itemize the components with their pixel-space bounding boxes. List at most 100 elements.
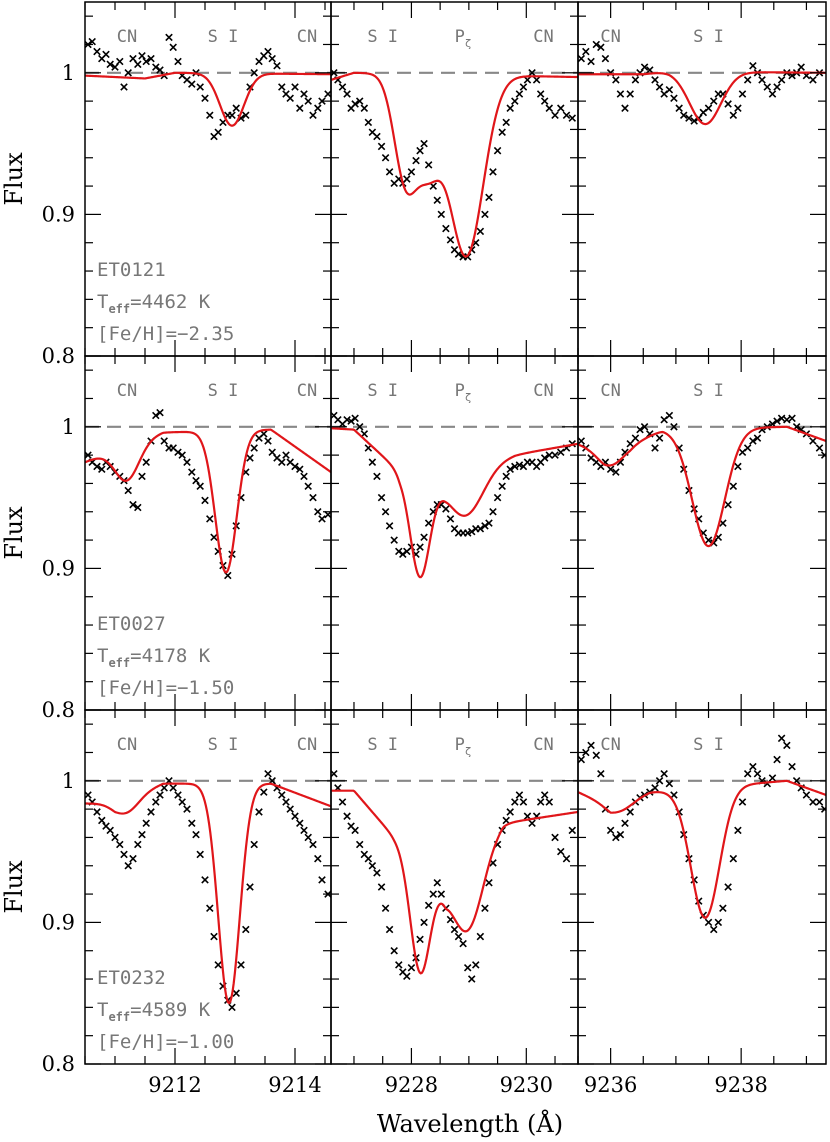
data-point	[783, 415, 791, 424]
y-axis-label: Flux	[0, 860, 28, 914]
data-point	[196, 850, 204, 859]
line-id-label: CN	[117, 735, 137, 755]
data-point	[704, 104, 713, 112]
data-point	[545, 104, 554, 112]
data-point	[485, 519, 493, 527]
data-point	[260, 430, 268, 438]
data-point	[446, 236, 455, 244]
data-point	[665, 779, 674, 788]
data-point	[753, 769, 762, 778]
data-point	[93, 462, 101, 471]
data-point	[201, 496, 209, 505]
data-point	[324, 510, 331, 519]
data-point	[232, 104, 240, 112]
data-point	[156, 66, 164, 74]
data-point	[250, 69, 258, 77]
data-point	[768, 90, 777, 98]
x-tick-label: 9214	[268, 1073, 321, 1097]
data-point	[219, 118, 227, 127]
data-point	[416, 146, 424, 155]
y-axis-label: Flux	[0, 506, 28, 560]
data-point	[300, 472, 308, 481]
data-point	[597, 769, 605, 778]
data-point	[626, 440, 634, 448]
data-point	[476, 227, 485, 236]
data-point	[606, 465, 615, 474]
data-point	[519, 83, 528, 91]
star-teff: Teff=4462 K	[97, 291, 211, 316]
panel-et0121-1: CN S I CN ET0121 Teff=4462 K [Fe/H]=−2.35	[84, 1, 332, 357]
observed-points	[578, 734, 826, 934]
line-id-label: S I	[693, 27, 724, 47]
observed-points	[331, 769, 577, 983]
data-point	[433, 878, 442, 887]
data-point	[390, 536, 398, 544]
data-point	[278, 458, 286, 466]
data-point	[381, 153, 390, 162]
data-point	[587, 57, 595, 66]
data-point	[390, 946, 398, 955]
data-point	[250, 840, 258, 849]
data-point	[768, 774, 777, 782]
line-id-label: CN	[600, 381, 620, 401]
line-id-label: CN	[533, 27, 553, 47]
data-point	[729, 111, 738, 120]
data-point	[403, 972, 411, 980]
data-point	[809, 798, 817, 806]
line-id-label: CN	[297, 735, 317, 755]
data-point	[655, 83, 664, 91]
line-id-label: Pζ	[455, 381, 472, 404]
data-point	[250, 444, 258, 452]
data-point	[578, 54, 586, 63]
data-point	[809, 437, 817, 445]
data-point	[268, 54, 276, 63]
line-id-label: S I	[693, 381, 724, 401]
data-point	[364, 118, 373, 127]
data-point	[210, 932, 218, 941]
data-point	[551, 451, 559, 459]
data-point	[264, 47, 272, 56]
data-point	[93, 47, 101, 56]
data-point	[498, 482, 506, 491]
data-point	[264, 437, 272, 445]
data-point	[551, 833, 559, 842]
data-point	[142, 458, 150, 466]
line-id-label: CN	[600, 27, 620, 47]
data-point	[665, 411, 674, 420]
data-point	[582, 47, 590, 56]
data-point	[515, 461, 524, 469]
panel-et0027-2: S I Pζ CN	[330, 355, 579, 711]
data-point	[562, 854, 571, 863]
data-point	[734, 104, 742, 112]
synthetic-spectrum-line	[331, 71, 578, 258]
y-tick-label: 0.9	[42, 202, 75, 226]
data-point	[655, 434, 664, 442]
data-point	[300, 826, 308, 835]
data-point	[246, 454, 254, 462]
data-point	[424, 519, 433, 527]
x-tick-label: 9228	[385, 1073, 438, 1097]
data-point	[738, 90, 747, 98]
data-point	[399, 550, 407, 559]
data-point	[385, 168, 394, 176]
data-point	[260, 788, 268, 796]
data-point	[734, 826, 742, 835]
line-id-label: CN	[297, 381, 317, 401]
data-point	[489, 507, 497, 516]
data-point	[511, 798, 519, 806]
data-point	[528, 819, 536, 828]
data-point	[729, 482, 738, 491]
data-point	[309, 111, 317, 120]
data-point	[214, 961, 222, 969]
data-point	[124, 69, 132, 77]
data-point	[420, 139, 428, 148]
data-point	[160, 784, 168, 792]
panel-frame	[577, 709, 827, 1065]
data-point	[318, 97, 326, 105]
data-point	[476, 932, 485, 941]
data-point	[124, 486, 132, 495]
data-point	[429, 890, 438, 898]
data-point	[351, 826, 359, 835]
panel-frame	[330, 1, 579, 357]
data-point	[515, 90, 524, 98]
